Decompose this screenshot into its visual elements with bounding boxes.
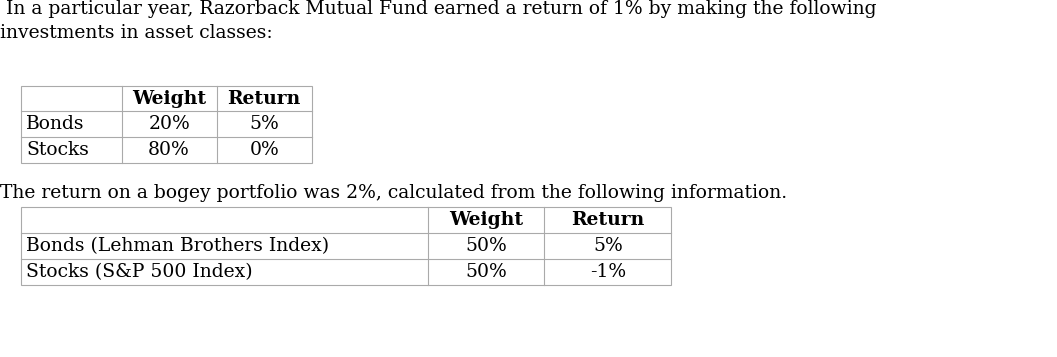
Text: 20%: 20% (148, 115, 190, 133)
Text: Bonds: Bonds (26, 115, 85, 133)
Text: Return: Return (227, 90, 301, 107)
Text: Stocks: Stocks (26, 141, 89, 159)
Text: 80%: 80% (148, 141, 190, 159)
Text: 50%: 50% (465, 237, 507, 255)
Text: Weight: Weight (449, 211, 523, 229)
Text: 50%: 50% (465, 263, 507, 281)
Text: Weight: Weight (132, 90, 206, 107)
Text: 0%: 0% (249, 141, 279, 159)
Text: The return on a bogey portfolio was 2%, calculated from the following informatio: The return on a bogey portfolio was 2%, … (0, 184, 787, 202)
Text: Stocks (S&P 500 Index): Stocks (S&P 500 Index) (26, 263, 253, 281)
Text: Return: Return (571, 211, 645, 229)
Text: 5%: 5% (593, 237, 623, 255)
Text: Bonds (Lehman Brothers Index): Bonds (Lehman Brothers Index) (26, 237, 330, 255)
Text: 5%: 5% (249, 115, 279, 133)
Text: In a particular year, Razorback Mutual Fund earned a return of 1% by making the : In a particular year, Razorback Mutual F… (0, 0, 876, 18)
Text: investments in asset classes:: investments in asset classes: (0, 24, 273, 42)
Text: -1%: -1% (590, 263, 626, 281)
